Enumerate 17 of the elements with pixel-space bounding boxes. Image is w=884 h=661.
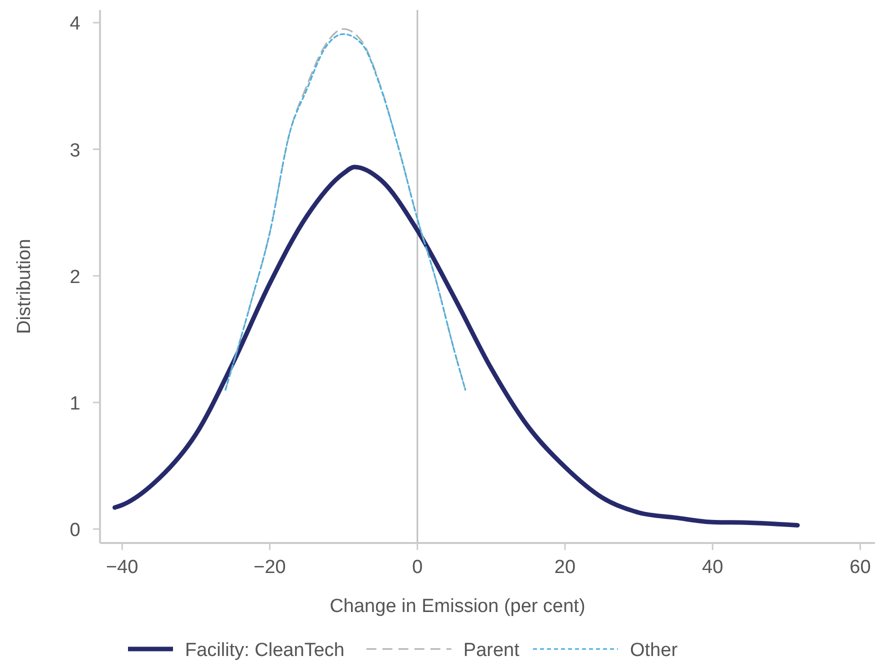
x-tick-label: 60 (850, 557, 871, 578)
y-axis-title: Distribution (14, 238, 35, 334)
x-axis-title: Change in Emission (per cent) (330, 596, 586, 617)
y-tick-label: 2 (70, 266, 80, 288)
legend-label: Other (630, 640, 678, 661)
x-tick-label: −20 (254, 557, 286, 578)
legend-label: Parent (463, 640, 520, 661)
x-tick-label: 20 (554, 557, 576, 578)
x-tick-label: 0 (412, 557, 423, 578)
y-tick-label: 0 (70, 520, 80, 542)
y-tick-label: 1 (70, 393, 80, 414)
line-series (112, 164, 800, 528)
legend-label: Facility: CleanTech (185, 640, 344, 661)
y-tick-label: 4 (70, 14, 81, 35)
x-tick-label: −40 (106, 557, 138, 578)
x-tick-label: 40 (702, 557, 724, 578)
y-tick-label: 3 (70, 140, 80, 162)
